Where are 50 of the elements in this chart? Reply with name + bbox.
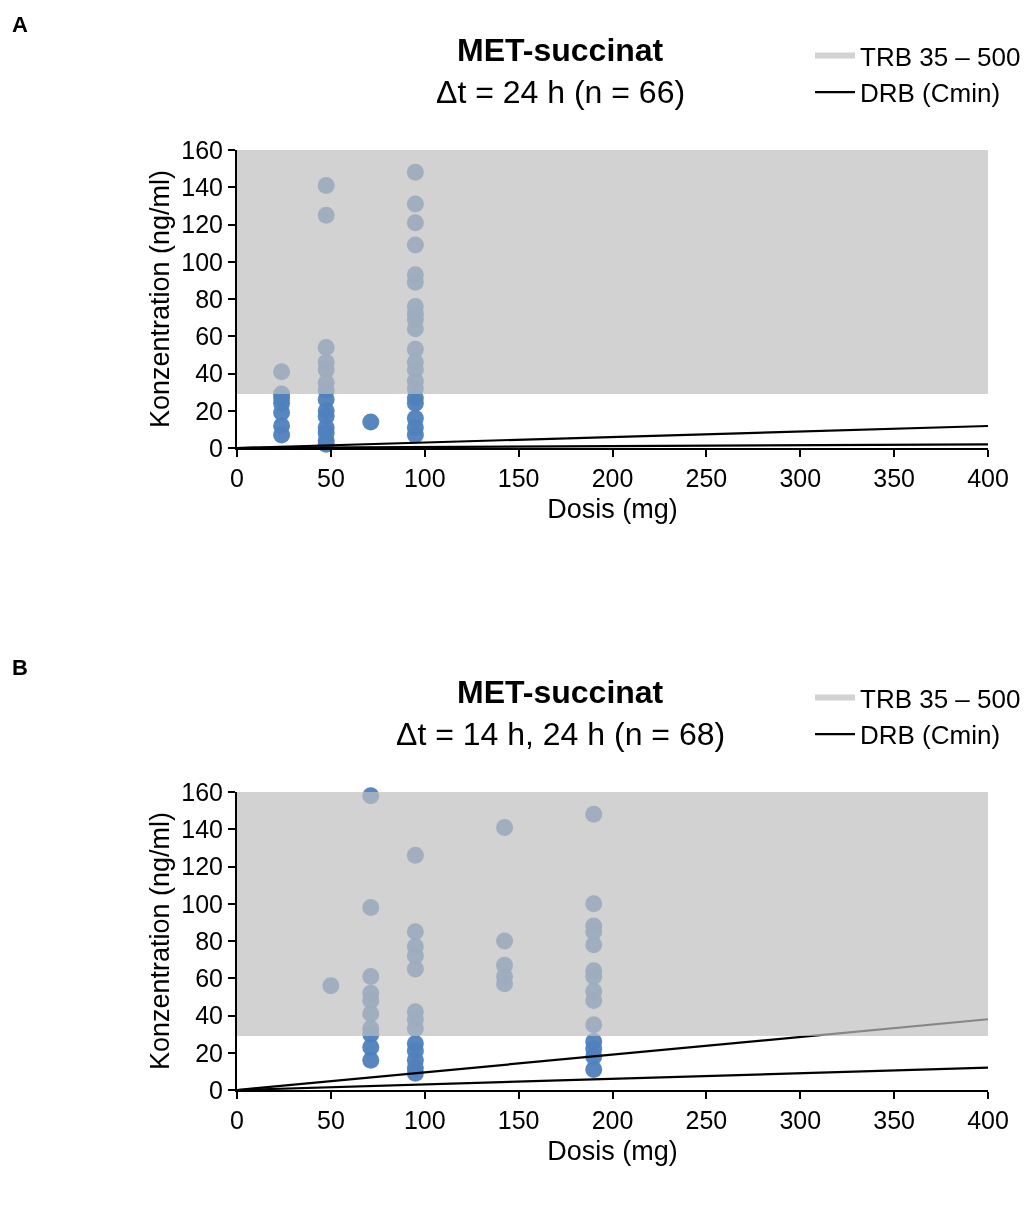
x-tick-label: 400 xyxy=(967,1106,1009,1134)
text: B xyxy=(12,655,28,680)
y-tick-label: 80 xyxy=(195,284,223,313)
x-tick-label: 400 xyxy=(967,464,1009,492)
x-tick-label: 0 xyxy=(230,464,244,492)
legend-label: TRB 35 – 500 xyxy=(860,683,1021,714)
y-tick-label: 100 xyxy=(181,889,223,918)
legend-label: TRB 35 – 500 xyxy=(860,41,1021,72)
x-tick-label: 250 xyxy=(685,1106,728,1134)
x-tick-label: 50 xyxy=(316,1106,345,1134)
y-tick-label: 20 xyxy=(195,396,223,425)
y-tick-label: 120 xyxy=(181,210,223,239)
x-tick-label: 100 xyxy=(403,1106,446,1134)
y-tick-label: 140 xyxy=(181,815,223,843)
y-tick-label: 160 xyxy=(181,135,223,164)
y-tick-label: 140 xyxy=(181,173,223,201)
x-tick-label: 50 xyxy=(316,464,345,492)
x-axis-title: Dosis (mg) xyxy=(547,1135,678,1166)
x-tick-label: 300 xyxy=(779,464,822,492)
chart-subtitle: Δt = 24 h (n = 66) xyxy=(436,74,686,110)
x-tick-label: 200 xyxy=(591,464,634,492)
chart-subtitle: Δt = 14 h, 24 h (n = 68) xyxy=(396,716,726,752)
y-tick-label: 0 xyxy=(209,1075,223,1104)
x-tick-label: 200 xyxy=(591,1106,634,1134)
x-tick-label: 0 xyxy=(230,1106,244,1134)
y-tick-label: 60 xyxy=(195,322,223,350)
y-tick-label: 40 xyxy=(195,1001,223,1030)
chart-title: MET-succinat xyxy=(457,674,664,710)
y-tick-label: 120 xyxy=(181,852,223,881)
y-tick-label: 20 xyxy=(195,1038,223,1067)
y-tick-label: 60 xyxy=(195,964,223,992)
x-tick-label: 150 xyxy=(497,1106,540,1134)
legend-label: DRB (Cmin) xyxy=(860,720,1001,751)
y-tick-label: 0 xyxy=(209,433,223,462)
y-tick-label: 40 xyxy=(195,359,223,388)
text: A xyxy=(12,12,28,37)
x-tick-label: 250 xyxy=(685,464,728,492)
chart-title: MET-succinat xyxy=(457,32,664,68)
x-tick-label: 100 xyxy=(403,464,446,492)
x-tick-label: 150 xyxy=(497,464,540,492)
y-tick-label: 80 xyxy=(195,926,223,955)
x-axis-title: Dosis (mg) xyxy=(547,493,678,524)
legend-label: DRB (Cmin) xyxy=(860,78,1001,109)
y-tick-label: 160 xyxy=(181,777,223,806)
y-axis-title: Konzentration (ng/ml) xyxy=(144,811,175,1071)
x-tick-label: 300 xyxy=(779,1106,822,1134)
y-tick-label: 100 xyxy=(181,247,223,276)
x-tick-label: 350 xyxy=(873,464,915,492)
x-tick-label: 350 xyxy=(873,1106,915,1134)
y-axis-title: Konzentration (ng/ml) xyxy=(144,169,175,429)
